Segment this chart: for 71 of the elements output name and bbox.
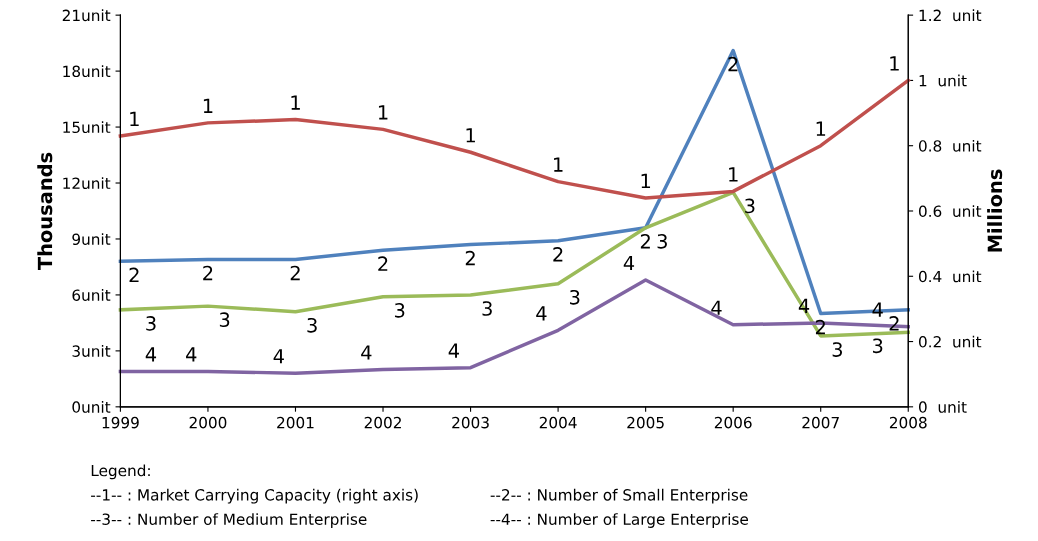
text: 4: [186, 347, 197, 362]
text: 3: [657, 233, 667, 249]
text: 1: [203, 98, 213, 113]
text: 3: [307, 317, 317, 333]
x-tick-label: 2003: [452, 416, 489, 429]
y-tick-label: 18unit: [63, 65, 111, 78]
text: 4: [448, 343, 459, 358]
text: 2: [203, 265, 213, 281]
text: 2: [465, 250, 475, 266]
text: 1: [378, 105, 388, 120]
y-tick-label: 21unit: [62, 9, 111, 22]
x-tick-label: 2008: [889, 416, 927, 429]
x-tick-label: 2001: [277, 416, 314, 429]
y-tick-label: 3unit: [72, 345, 111, 357]
text: 3: [872, 338, 883, 354]
text: 3: [146, 316, 156, 331]
y-tick-label: 15unit: [63, 121, 111, 134]
text: --2-- : Number of Small Enterprise: [490, 488, 748, 504]
x-tick-label: 2002: [364, 416, 401, 429]
text: 3: [394, 303, 405, 318]
text: 1: [130, 111, 139, 126]
text: 3: [219, 312, 230, 328]
line-series: [118, 78, 910, 200]
text: 2: [378, 256, 388, 271]
text: --1-- : Market Carrying Capacity (right axis): [91, 488, 418, 504]
text: 1: [641, 173, 651, 189]
text: --4-- : Number of Large Enterprise: [490, 513, 748, 528]
text: Legend:: [91, 464, 150, 480]
x-tick-label: 2007: [802, 416, 839, 429]
y2-tick-label: 0.2 unit: [918, 335, 982, 348]
text: --3-- : Number of Medium Enterprise: [91, 513, 367, 528]
text: 4: [872, 302, 883, 317]
y2-tick-label: 1.2 unit: [919, 9, 982, 22]
line-series: [118, 190, 910, 338]
y-tick-label: 6unit: [72, 289, 111, 301]
text: 3: [570, 289, 580, 305]
text: 2: [640, 233, 650, 249]
text: 2: [290, 265, 300, 281]
x-tick-label: 2005: [627, 416, 664, 429]
text: 2: [553, 247, 563, 262]
text: 3: [832, 342, 843, 357]
y2-tick-label: 0.4 unit: [918, 270, 982, 283]
x-tick-label: 1999: [102, 416, 139, 429]
y2-tick-label: 0.6 unit: [918, 205, 982, 218]
text: 1: [729, 167, 738, 182]
text: 4: [361, 345, 372, 360]
series-label: 4: [711, 300, 722, 315]
x-tick-label: 2000: [189, 416, 227, 429]
y-tick-label: 12unit: [63, 177, 111, 190]
text: 4: [145, 347, 157, 362]
y2-tick-label: 0.8 unit: [918, 139, 982, 152]
text: 1: [554, 157, 563, 172]
y-tick-label: 9unit: [72, 233, 111, 245]
text: 4: [623, 255, 635, 271]
text: 3: [482, 301, 492, 316]
series-label: 1: [816, 121, 826, 136]
y-tick-label: 0unit: [72, 401, 111, 413]
text: 2: [129, 267, 139, 282]
text: 1: [890, 56, 899, 71]
text: 4: [536, 306, 547, 321]
y2-axis-title: Millions: [987, 169, 1003, 252]
text: 1: [291, 95, 300, 110]
x-tick-label: 2006: [714, 416, 752, 429]
y-axis-title: Thousands: [37, 152, 53, 271]
text: 2: [889, 316, 899, 331]
text: 1: [466, 128, 475, 143]
series-label: 3: [745, 198, 755, 214]
text: 4: [273, 349, 284, 364]
x-tick-label: 2004: [539, 416, 577, 429]
y2-tick-label: 0 unit: [918, 401, 967, 413]
y2-tick-label: 1 unit: [919, 74, 967, 87]
